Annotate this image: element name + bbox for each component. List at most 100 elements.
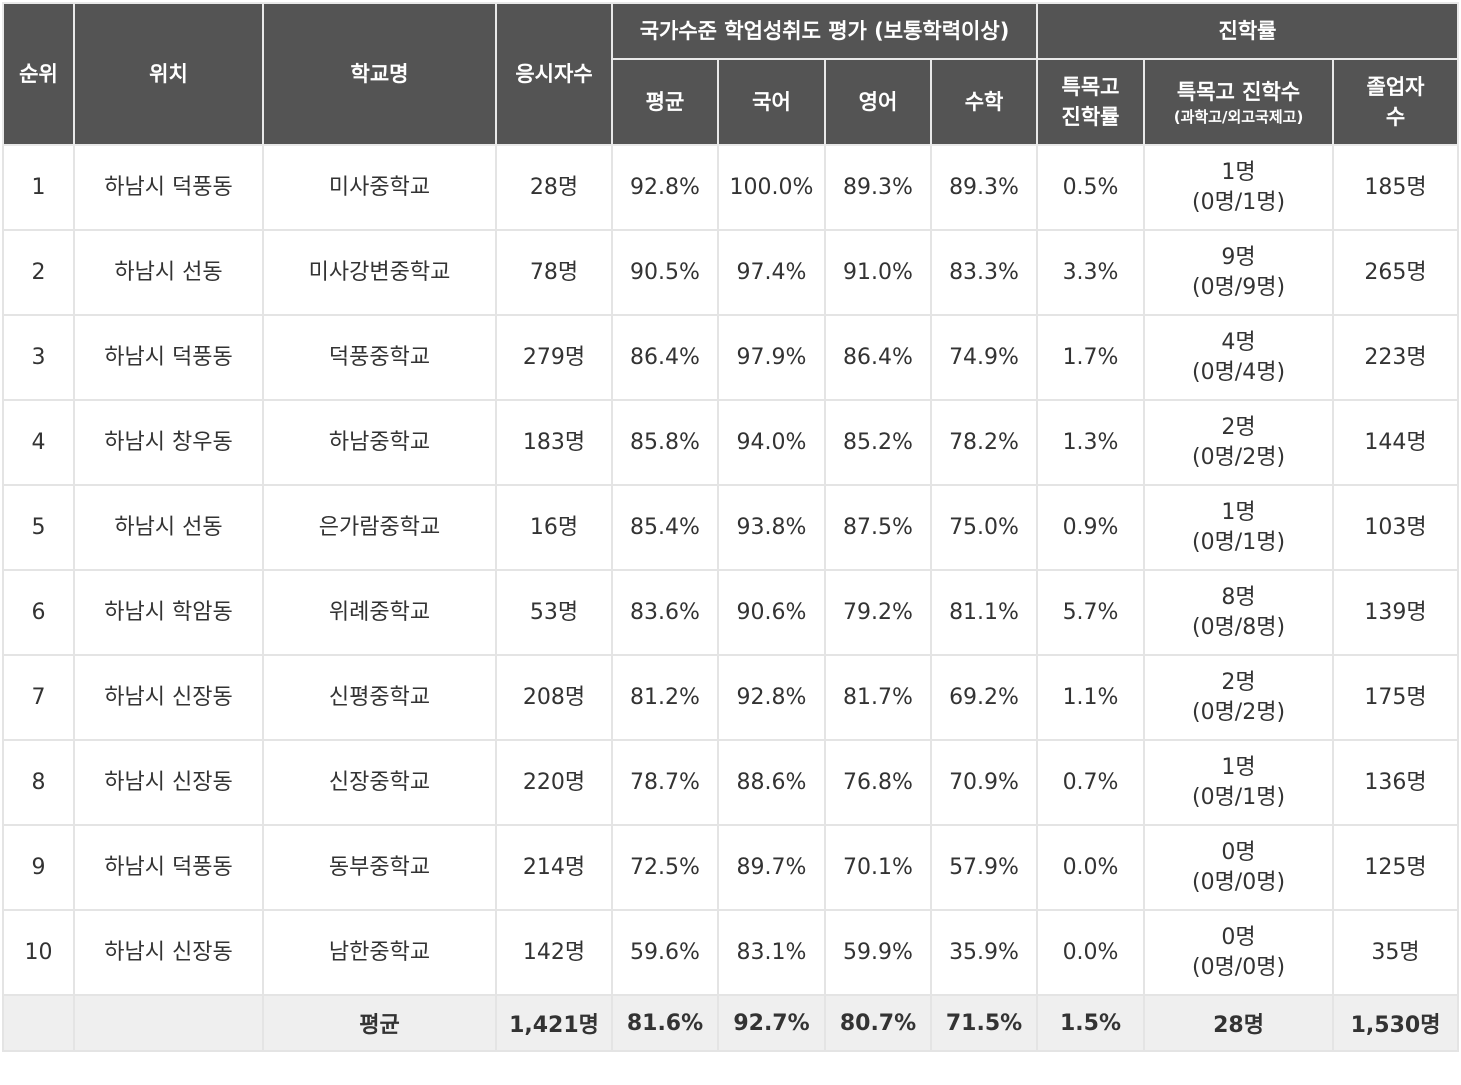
cell-rank: 10 [2,909,75,996]
table-body: 1 하남시 덕풍동 미사중학교 28명 92.8% 100.0% 89.3% 89.3% 0.5… [2,144,1460,996]
cell-school: 덕풍중학교 [262,314,497,401]
special-count-breakdown: (0명/1명) [1191,529,1286,555]
cell-special-rate: 0.9% [1036,484,1146,571]
cell-average: 83.6% [611,569,719,656]
cell-special-count: 1명 (0명/1명) [1143,739,1335,826]
cell-location: 하남시 신장동 [73,654,264,741]
cell-math: 89.3% [929,144,1039,231]
cell-math: 78.2% [929,399,1039,486]
header-special-rate: 특목고 진학률 [1036,58,1146,146]
cell-english: 85.2% [824,399,932,486]
special-count-total: 8명 [1221,584,1256,610]
special-count-breakdown: (0명/4명) [1191,359,1286,385]
cell-rank: 6 [2,569,75,656]
header-graduates-line1: 졸업자 [1366,75,1425,99]
header-location: 위치 [73,2,264,146]
header-advancement-group: 진학률 [1036,2,1460,60]
cell-graduates: 35명 [1332,909,1460,996]
special-count-total: 1명 [1221,754,1256,780]
cell-average: 59.6% [611,909,719,996]
table-footer: 평균 1,421명 81.6% 92.7% 80.7% 71.5% 1.5% 2… [2,994,1460,1052]
cell-average: 85.8% [611,399,719,486]
cell-special-rate: 5.7% [1036,569,1146,656]
cell-school: 미사강변중학교 [262,229,497,316]
cell-test-takers: 28명 [495,144,613,231]
cell-test-takers: 279명 [495,314,613,401]
footer-empty-location [73,994,264,1052]
cell-location: 하남시 덕풍동 [73,314,264,401]
table-row: 9 하남시 덕풍동 동부중학교 214명 72.5% 89.7% 70.1% 57.9% 0.0… [2,824,1460,911]
cell-special-count: 9명 (0명/9명) [1143,229,1335,316]
table-row: 8 하남시 신장동 신장중학교 220명 78.7% 88.6% 76.8% 70.9% 0.7… [2,739,1460,826]
cell-special-rate: 0.5% [1036,144,1146,231]
cell-average: 72.5% [611,824,719,911]
table-row: 6 하남시 학암동 위례중학교 53명 83.6% 90.6% 79.2% 81.1% 5.7%… [2,569,1460,656]
school-ranking-table: 순위 위치 학교명 응시자수 국가수준 학업성취도 평가 (보통학력이상) 진학… [2,2,1460,1052]
header-special-count-label: 특목고 진학수 [1176,80,1301,104]
cell-rank: 3 [2,314,75,401]
special-count-total: 2명 [1221,669,1256,695]
cell-graduates: 125명 [1332,824,1460,911]
cell-english: 91.0% [824,229,932,316]
table-header: 순위 위치 학교명 응시자수 국가수준 학업성취도 평가 (보통학력이상) 진학… [2,2,1460,146]
cell-graduates: 185명 [1332,144,1460,231]
cell-math: 69.2% [929,654,1039,741]
footer-special-count: 28명 [1143,994,1335,1052]
header-math: 수학 [929,58,1039,146]
cell-korean: 90.6% [717,569,826,656]
cell-english: 87.5% [824,484,932,571]
cell-location: 하남시 덕풍동 [73,144,264,231]
cell-rank: 8 [2,739,75,826]
cell-graduates: 103명 [1332,484,1460,571]
cell-korean: 83.1% [717,909,826,996]
cell-special-count: 0명 (0명/0명) [1143,909,1335,996]
footer-korean: 92.7% [717,994,826,1052]
table-row: 10 하남시 신장동 남한중학교 142명 59.6% 83.1% 59.9% 35.9% 0.… [2,909,1460,996]
special-count-breakdown: (0명/0명) [1191,869,1286,895]
footer-test-takers: 1,421명 [495,994,613,1052]
cell-location: 하남시 창우동 [73,399,264,486]
table-row: 7 하남시 신장동 신평중학교 208명 81.2% 92.8% 81.7% 69.2% 1.1… [2,654,1460,741]
table-row: 2 하남시 선동 미사강변중학교 78명 90.5% 97.4% 91.0% 83.3% 3.3… [2,229,1460,316]
cell-location: 하남시 덕풍동 [73,824,264,911]
special-count-total: 2명 [1221,414,1256,440]
cell-rank: 7 [2,654,75,741]
header-rank: 순위 [2,2,75,146]
special-count-total: 1명 [1221,159,1256,185]
cell-rank: 2 [2,229,75,316]
cell-school: 남한중학교 [262,909,497,996]
special-count-breakdown: (0명/1명) [1191,784,1286,810]
cell-korean: 97.4% [717,229,826,316]
footer-graduates: 1,530명 [1332,994,1460,1052]
cell-english: 89.3% [824,144,932,231]
cell-test-takers: 208명 [495,654,613,741]
footer-empty-rank [2,994,75,1052]
cell-special-rate: 1.3% [1036,399,1146,486]
cell-math: 81.1% [929,569,1039,656]
cell-special-count: 2명 (0명/2명) [1143,654,1335,741]
cell-graduates: 144명 [1332,399,1460,486]
cell-korean: 92.8% [717,654,826,741]
cell-english: 81.7% [824,654,932,741]
footer-label: 평균 [262,994,497,1052]
cell-average: 85.4% [611,484,719,571]
header-english: 영어 [824,58,932,146]
cell-math: 75.0% [929,484,1039,571]
cell-graduates: 223명 [1332,314,1460,401]
special-count-total: 9명 [1221,244,1256,270]
cell-graduates: 136명 [1332,739,1460,826]
header-school: 학교명 [262,2,497,146]
cell-english: 76.8% [824,739,932,826]
footer-english: 80.7% [824,994,932,1052]
cell-school: 하남중학교 [262,399,497,486]
special-count-breakdown: (0명/1명) [1191,189,1286,215]
cell-korean: 100.0% [717,144,826,231]
special-count-breakdown: (0명/0명) [1191,954,1286,980]
cell-korean: 94.0% [717,399,826,486]
cell-math: 83.3% [929,229,1039,316]
footer-special-rate: 1.5% [1036,994,1146,1052]
cell-graduates: 175명 [1332,654,1460,741]
cell-test-takers: 214명 [495,824,613,911]
header-assessment-group: 국가수준 학업성취도 평가 (보통학력이상) [610,2,1039,60]
header-special-rate-line1: 특목고 [1061,75,1120,99]
